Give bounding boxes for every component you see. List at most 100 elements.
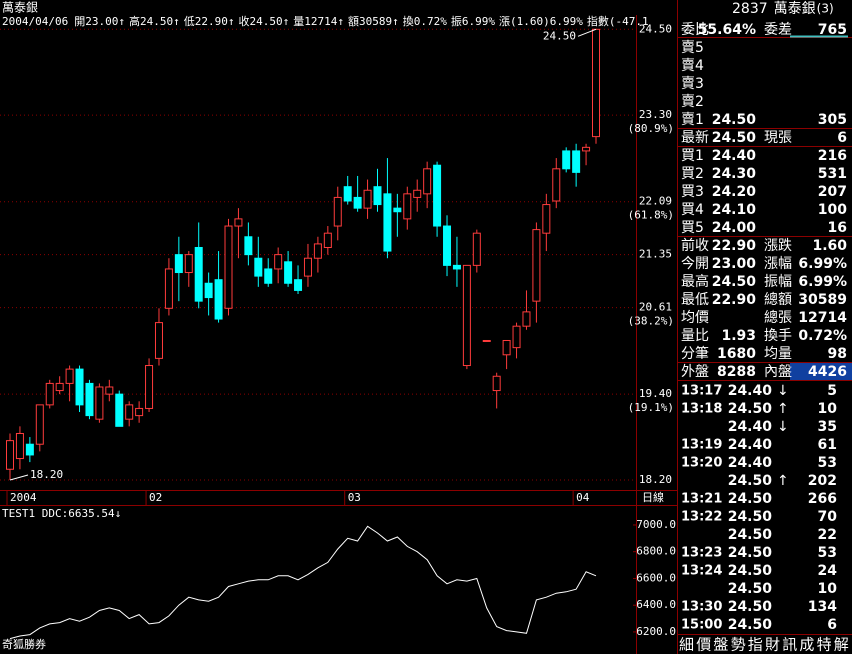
trade-volume: 10: [818, 581, 838, 597]
y-tick-label: 6800.0: [636, 545, 676, 558]
candle-body: [462, 264, 471, 367]
row-label: 賣5: [681, 40, 704, 56]
row-value: 216: [818, 148, 847, 164]
candle-body: [65, 368, 74, 384]
row-label: 賣2: [681, 94, 704, 110]
candle-body: [592, 28, 600, 138]
y-tick-note: (61.8%): [628, 209, 674, 222]
candle-body: [115, 393, 124, 427]
trade-time: 13:22: [681, 510, 722, 525]
trade-time: 13:17: [681, 384, 722, 399]
trade-time: 13:18: [681, 402, 722, 417]
trade-direction: ↓: [777, 419, 789, 435]
candle-body: [15, 432, 24, 460]
row-label: 賣4: [681, 58, 704, 74]
candle-body: [443, 225, 452, 266]
row-label: 買3: [681, 184, 704, 200]
trade-time: 13:19: [681, 438, 722, 453]
trade-volume: 53: [818, 545, 837, 561]
indicator-line: [9, 525, 597, 640]
row-value: 6.99%: [798, 274, 847, 290]
candle-body: [582, 146, 591, 152]
trade-price: 24.50: [728, 491, 773, 507]
candle-body: [244, 236, 253, 256]
candle-body: [184, 254, 193, 274]
trade-volume: 134: [808, 599, 837, 615]
trade-direction: ↓: [777, 383, 789, 399]
trade-price: 24.50: [728, 545, 773, 561]
name: 萬泰銀: [774, 1, 816, 17]
annotation-line: [577, 28, 597, 37]
y-tick-label: 22.09: [639, 195, 672, 208]
trade-volume: 70: [818, 509, 838, 525]
candle-body: [333, 196, 342, 227]
row-value: 23.00: [712, 256, 757, 272]
trade-price: 24.50: [728, 509, 773, 525]
row-label: 委比: [681, 22, 709, 38]
header-item: 量12714↑: [293, 15, 344, 28]
row-value: 6: [837, 130, 847, 146]
header-item: 高24.50↑: [129, 14, 180, 28]
row-value: 16: [828, 220, 847, 236]
row-label: 最高: [681, 273, 709, 290]
tab[interactable]: 財: [765, 636, 780, 654]
row-value: 1.93: [721, 328, 756, 344]
y-tick-label: 6200.0: [636, 625, 676, 638]
trade-price: 24.40: [728, 455, 773, 471]
row-label: 換手: [764, 328, 792, 344]
row-label: 賣1: [681, 112, 704, 128]
tab[interactable]: 價: [696, 636, 711, 654]
candle-body: [373, 186, 382, 206]
candle-body: [512, 325, 521, 349]
row-value: 30589: [798, 292, 847, 308]
trade-time: 13:20: [681, 456, 722, 471]
row-value: 22.90: [712, 292, 757, 308]
row-label: 外盤: [681, 364, 709, 380]
row-value: 531: [818, 166, 847, 182]
row-value: 24.30: [712, 166, 757, 182]
y-tick-label: 6400.0: [636, 598, 676, 611]
header-item: 收24.50↑: [238, 14, 289, 28]
row-value: 100: [818, 202, 847, 218]
trade-volume: 6: [827, 617, 837, 633]
trade-time: 13:30: [681, 600, 722, 615]
row-value: 24.50: [712, 112, 757, 128]
y-tick-label: 20.61: [639, 301, 672, 314]
trade-price: 24.50: [728, 473, 773, 489]
row-label: 委差: [764, 22, 792, 38]
header-item: 額30589↑: [348, 15, 399, 28]
candle-body: [85, 382, 94, 417]
row-value: 8288: [717, 364, 756, 380]
candle-body: [214, 279, 223, 320]
candle-body: [35, 404, 44, 445]
y-tick-label: 18.20: [639, 473, 672, 486]
tab[interactable]: 特: [817, 636, 832, 654]
tab[interactable]: 訊: [782, 636, 797, 654]
trade-price: 24.50: [728, 563, 773, 579]
tab[interactable]: 盤: [713, 636, 728, 654]
row-label: 買2: [681, 166, 704, 182]
trade-price: 24.40: [728, 437, 773, 453]
row-value: 98: [828, 346, 847, 362]
tab[interactable]: 細: [679, 636, 694, 654]
tab[interactable]: 指: [748, 636, 763, 654]
trade-price: 24.50: [728, 617, 773, 633]
row-value: 55.64%: [698, 22, 756, 38]
tab[interactable]: 成: [799, 636, 814, 654]
candle-body: [542, 204, 551, 234]
tab[interactable]: 勢: [731, 636, 746, 654]
candle-body: [294, 279, 303, 291]
trade-volume: 35: [818, 419, 837, 435]
row-value: 1.60: [812, 238, 847, 254]
candle-body: [254, 257, 263, 277]
row-label: 總張: [764, 309, 792, 326]
stock-name: 萬泰銀: [2, 1, 38, 15]
candle-body: [145, 365, 154, 409]
candle-body: [125, 404, 134, 420]
row-value: 1680: [717, 346, 756, 362]
trade-volume: 53: [818, 455, 837, 471]
tab[interactable]: 解: [834, 636, 849, 654]
row-label: 最新: [681, 130, 709, 146]
candle-body: [423, 168, 432, 195]
